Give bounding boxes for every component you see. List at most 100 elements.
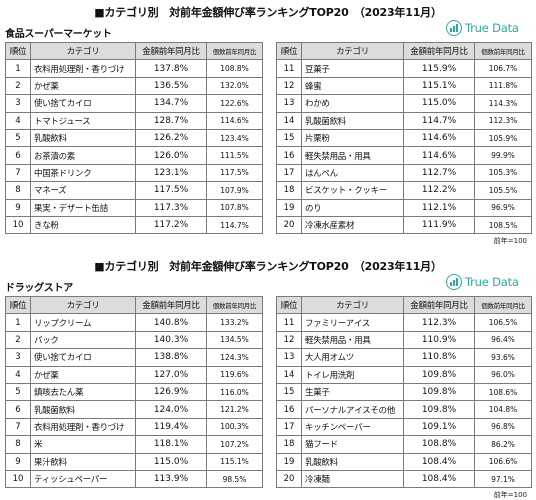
rank-cell: 6 bbox=[5, 146, 31, 165]
table-row: 13 大人用オムツ 110.8% 93.6% bbox=[276, 348, 532, 367]
table-row: 15 片栗粉 114.6% 105.9% bbox=[276, 128, 532, 148]
category-cell: トマトジュース bbox=[30, 111, 136, 130]
rank-cell: 13 bbox=[276, 94, 302, 113]
category-cell: 衣料用処理剤・香りづけ bbox=[30, 417, 136, 437]
table-row: 11 ファミリーアイス 112.3% 106.5% bbox=[276, 313, 532, 332]
count-yoy-cell: 108.5% bbox=[474, 215, 532, 235]
amount-yoy-cell: 114.6% bbox=[403, 128, 475, 148]
rank-cell: 1 bbox=[5, 59, 31, 78]
count-yoy-cell: 96.4% bbox=[474, 330, 532, 350]
table-row: 19 のり 112.1% 96.9% bbox=[276, 198, 532, 217]
header-category: カテゴリ bbox=[301, 41, 404, 61]
table-row: 6 お茶漬の素 126.0% 111.5% bbox=[5, 146, 263, 165]
rank-cell: 16 bbox=[276, 146, 302, 165]
count-yoy-cell: 104.8% bbox=[474, 400, 532, 419]
rank-cell: 18 bbox=[276, 181, 302, 200]
baseline-note: 前年=100 bbox=[493, 491, 527, 499]
header-amount-yoy: 金額前年同月比 bbox=[403, 41, 475, 61]
table-row: 1 衣料用処理剤・香りづけ 137.8% 108.8% bbox=[5, 59, 263, 78]
category-cell: 中国茶ドリンク bbox=[30, 163, 136, 183]
rank-cell: 7 bbox=[5, 417, 31, 437]
amount-yoy-cell: 127.0% bbox=[135, 365, 207, 384]
category-cell: 乳酸菌飲料 bbox=[301, 111, 404, 130]
count-yoy-cell: 114.7% bbox=[206, 215, 263, 235]
category-cell: 使い捨てカイロ bbox=[30, 94, 136, 113]
count-yoy-cell: 105.9% bbox=[474, 128, 532, 148]
table-row: 17 はんぺん 112.7% 105.3% bbox=[276, 163, 532, 183]
header-count-yoy: 個数前年同月比 bbox=[474, 295, 532, 315]
category-cell: 大人用オムツ bbox=[301, 348, 404, 367]
count-yoy-cell: 119.6% bbox=[206, 365, 263, 384]
amount-yoy-cell: 112.7% bbox=[403, 163, 475, 183]
table-row: 20 冷凍水産素材 111.9% 108.5% bbox=[276, 215, 532, 235]
amount-yoy-cell: 111.9% bbox=[403, 215, 475, 235]
rank-cell: 2 bbox=[5, 76, 31, 96]
channel-subtitle: ドラッグストア bbox=[5, 283, 73, 294]
amount-yoy-cell: 115.9% bbox=[403, 59, 475, 78]
amount-yoy-cell: 115.0% bbox=[135, 452, 207, 471]
rank-cell: 3 bbox=[5, 348, 31, 367]
category-cell: 鎮咳去たん薬 bbox=[30, 382, 136, 402]
count-yoy-cell: 86.2% bbox=[474, 435, 532, 454]
count-yoy-cell: 115.1% bbox=[206, 452, 263, 471]
count-yoy-cell: 114.6% bbox=[206, 111, 263, 130]
table-row: 17 キッチンペーパー 109.1% 96.8% bbox=[276, 417, 532, 437]
amount-yoy-cell: 124.0% bbox=[135, 400, 207, 419]
table-row: 5 鎮咳去たん薬 126.9% 116.0% bbox=[5, 382, 263, 402]
baseline-note: 前年=100 bbox=[493, 237, 527, 245]
rank-cell: 10 bbox=[5, 469, 31, 489]
amount-yoy-cell: 114.6% bbox=[403, 146, 475, 165]
amount-yoy-cell: 114.7% bbox=[403, 111, 475, 130]
table-row: 9 果実・デザート缶詰 117.3% 107.8% bbox=[5, 198, 263, 217]
rank-cell: 4 bbox=[5, 365, 31, 384]
table-row: 18 猫フード 108.8% 86.2% bbox=[276, 435, 532, 454]
count-yoy-cell: 124.3% bbox=[206, 348, 263, 367]
category-cell: お茶漬の素 bbox=[30, 146, 136, 165]
report-title: ■カテゴリ別 対前年金額伸び率ランキングTOP20 （2023年11月） bbox=[94, 6, 442, 19]
rank-cell: 5 bbox=[5, 382, 31, 402]
count-yoy-cell: 121.2% bbox=[206, 400, 263, 419]
category-cell: 使い捨てカイロ bbox=[30, 348, 136, 367]
rank-cell: 9 bbox=[5, 198, 31, 217]
count-yoy-cell: 106.6% bbox=[474, 452, 532, 471]
header-amount-yoy: 金額前年同月比 bbox=[135, 295, 207, 315]
amount-yoy-cell: 123.1% bbox=[135, 163, 207, 183]
amount-yoy-cell: 112.1% bbox=[403, 198, 475, 217]
ranking-table-11-20: 順位 カテゴリ 金額前年同月比 個数前年同月比 11 豆菓子 115.9% 106.7… bbox=[276, 41, 532, 235]
rank-cell: 19 bbox=[276, 198, 302, 217]
amount-yoy-cell: 117.2% bbox=[135, 215, 207, 235]
table-row: 14 トイレ用洗剤 109.8% 96.0% bbox=[276, 365, 532, 384]
count-yoy-cell: 111.5% bbox=[206, 146, 263, 165]
count-yoy-cell: 106.5% bbox=[474, 313, 532, 332]
header-category: カテゴリ bbox=[30, 41, 136, 61]
logo-text: True Data bbox=[465, 21, 519, 35]
count-yoy-cell: 98.5% bbox=[206, 469, 263, 489]
count-yoy-cell: 117.5% bbox=[206, 163, 263, 183]
rank-cell: 11 bbox=[276, 59, 302, 78]
rank-cell: 13 bbox=[276, 348, 302, 367]
count-yoy-cell: 96.8% bbox=[474, 417, 532, 437]
amount-yoy-cell: 134.7% bbox=[135, 94, 207, 113]
amount-yoy-cell: 136.5% bbox=[135, 76, 207, 96]
table-row: 12 軽失禁用品・用具 110.9% 96.4% bbox=[276, 330, 532, 350]
count-yoy-cell: 93.6% bbox=[474, 348, 532, 367]
amount-yoy-cell: 110.9% bbox=[403, 330, 475, 350]
header-count-yoy: 個数前年同月比 bbox=[206, 41, 263, 61]
count-yoy-cell: 114.3% bbox=[474, 94, 532, 113]
header-amount-yoy: 金額前年同月比 bbox=[403, 295, 475, 315]
rank-cell: 5 bbox=[5, 128, 31, 148]
table-row: 16 パーソナルアイスその他 109.8% 104.8% bbox=[276, 400, 532, 419]
table-row: 2 かぜ薬 136.5% 132.0% bbox=[5, 76, 263, 96]
category-cell: ビスケット・クッキー bbox=[301, 181, 404, 200]
table-row: 9 果汁飲料 115.0% 115.1% bbox=[5, 452, 263, 471]
amount-yoy-cell: 115.0% bbox=[403, 94, 475, 113]
category-cell: 冷凍麺 bbox=[301, 469, 404, 489]
category-cell: きな粉 bbox=[30, 215, 136, 235]
rank-cell: 12 bbox=[276, 76, 302, 96]
amount-yoy-cell: 117.3% bbox=[135, 198, 207, 217]
count-yoy-cell: 105.3% bbox=[474, 163, 532, 183]
count-yoy-cell: 122.6% bbox=[206, 94, 263, 113]
rank-cell: 11 bbox=[276, 313, 302, 332]
amount-yoy-cell: 126.9% bbox=[135, 382, 207, 402]
count-yoy-cell: 106.7% bbox=[474, 59, 532, 78]
